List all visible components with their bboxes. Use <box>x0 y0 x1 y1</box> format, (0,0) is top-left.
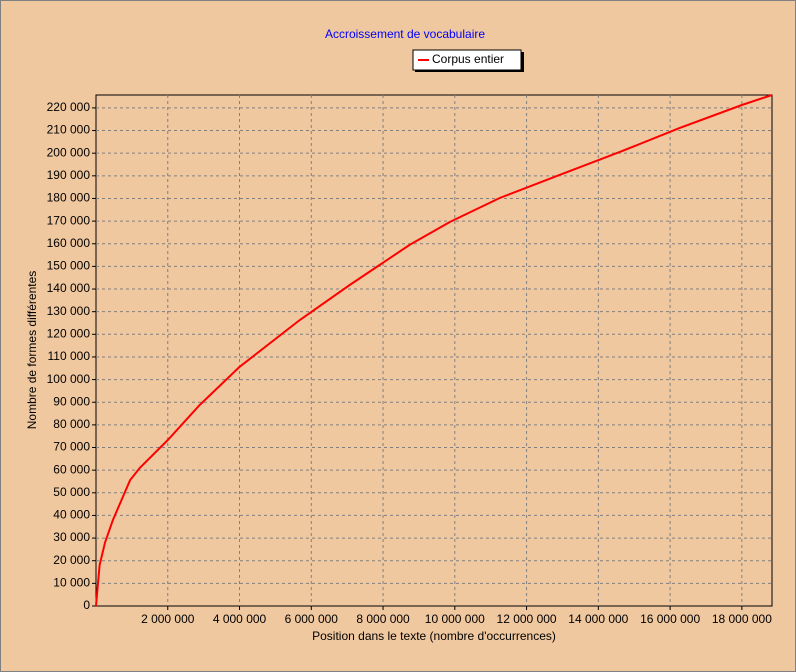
y-tick-label: 120 000 <box>47 326 91 340</box>
x-tick-label: 12 000 000 <box>497 612 557 626</box>
x-tick-label: 10 000 000 <box>425 612 485 626</box>
x-tick-label: 14 000 000 <box>568 612 628 626</box>
x-tick-label: 2 000 000 <box>141 612 195 626</box>
y-tick-label: 140 000 <box>47 281 91 295</box>
y-tick-label: 60 000 <box>53 462 90 476</box>
plot-area <box>95 94 773 607</box>
y-tick-label: 40 000 <box>53 508 90 522</box>
x-tick-label: 8 000 000 <box>356 612 410 626</box>
legend-box <box>412 49 522 71</box>
data-line <box>95 94 773 607</box>
legend: Corpus entier <box>412 49 524 72</box>
chart-title: Accroissement de vocabulaire <box>325 27 485 41</box>
y-tick-label: 100 000 <box>47 372 91 386</box>
legend-label: Corpus entier <box>432 52 504 66</box>
y-tick-label: 30 000 <box>53 530 90 544</box>
y-tick-label: 20 000 <box>53 553 90 567</box>
y-tick-label: 50 000 <box>53 485 90 499</box>
x-tick-label: 18 000 000 <box>712 612 772 626</box>
y-tick-label: 80 000 <box>53 417 90 431</box>
y-tick-label: 90 000 <box>53 394 90 408</box>
x-axis-label: Position dans le texte (nombre d'occurre… <box>312 629 556 643</box>
x-tick-label: 6 000 000 <box>285 612 339 626</box>
y-tick-label: 10 000 <box>53 576 90 590</box>
y-tick-label: 180 000 <box>47 191 91 205</box>
y-tick-label: 170 000 <box>47 213 91 227</box>
y-tick-label: 0 <box>83 598 90 612</box>
y-tick-label: 160 000 <box>47 236 91 250</box>
y-axis-label: Nombre de formes différentes <box>25 271 39 430</box>
y-tick-label: 150 000 <box>47 259 91 273</box>
y-tick-label: 70 000 <box>53 440 90 454</box>
x-tick-label: 16 000 000 <box>640 612 700 626</box>
y-tick-label: 210 000 <box>47 123 91 137</box>
y-tick-label: 110 000 <box>48 349 91 363</box>
x-tick-label: 4 000 000 <box>213 612 267 626</box>
y-tick-label: 190 000 <box>47 168 91 182</box>
y-tick-label: 200 000 <box>47 145 91 159</box>
y-tick-label: 130 000 <box>47 304 91 318</box>
y-tick-label: 220 000 <box>47 100 91 114</box>
